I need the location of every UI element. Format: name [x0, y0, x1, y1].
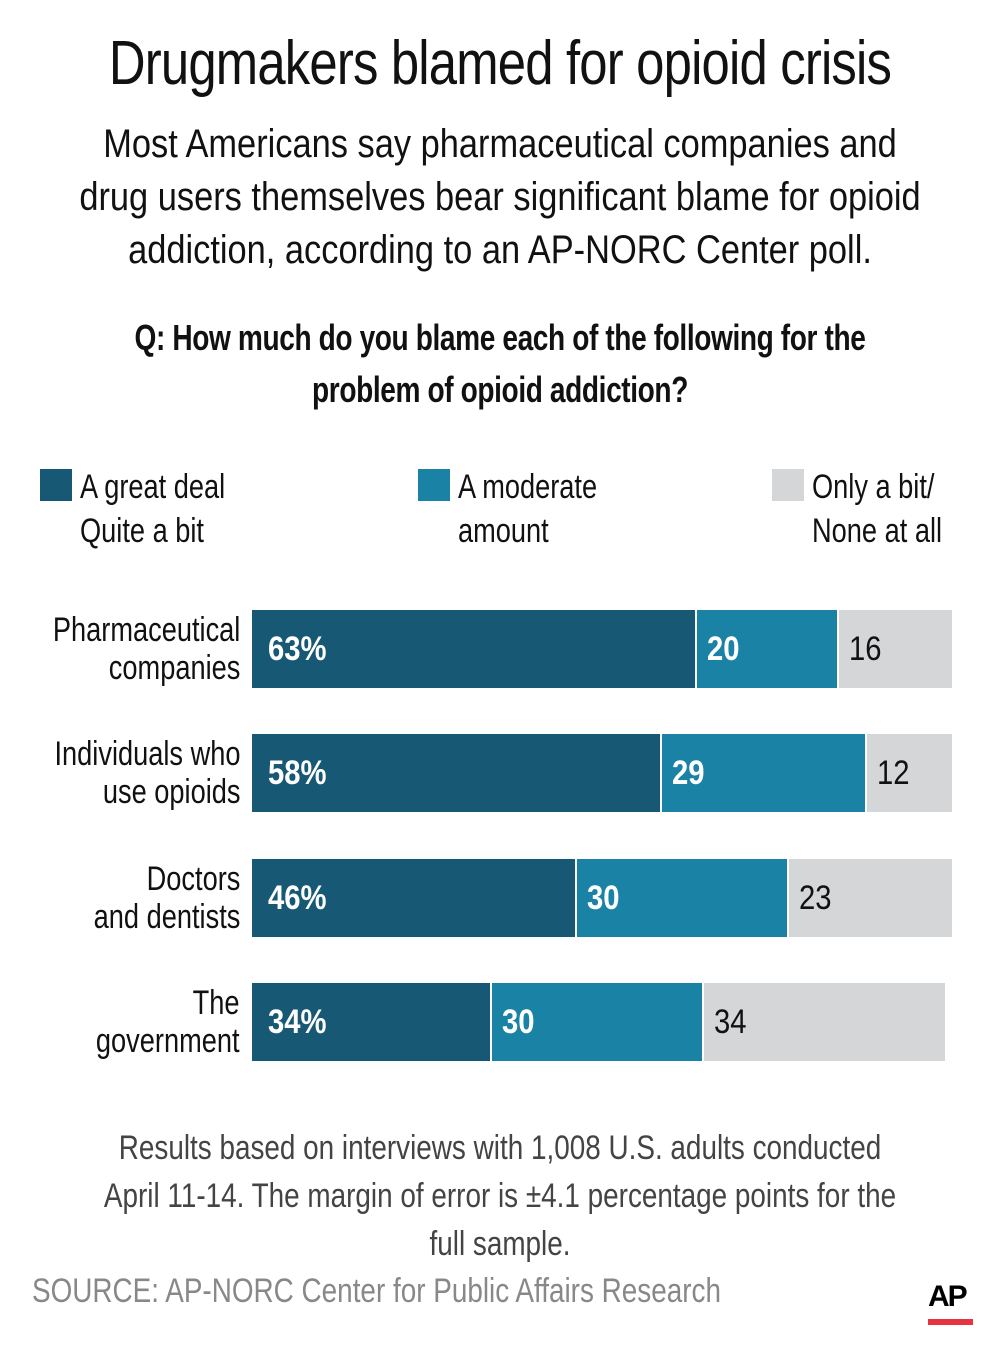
- bar-segment: [867, 734, 952, 812]
- data-label: 63%: [268, 630, 327, 668]
- bar-segment: [252, 983, 491, 1061]
- data-label: 20: [707, 630, 740, 668]
- survey-question: Q: How much do you blame each of the fol…: [134, 317, 866, 410]
- data-label: 30: [502, 1003, 535, 1041]
- ap-logo-underline: [928, 1319, 973, 1325]
- data-label: 30: [587, 879, 620, 917]
- data-label: 16: [848, 630, 882, 668]
- bar-segment: [252, 734, 661, 812]
- category-label: Individuals who use opioids: [54, 735, 240, 811]
- ap-logo: AP: [928, 1280, 968, 1313]
- category-label: Pharmaceutical companies: [52, 611, 240, 687]
- data-label: 34%: [268, 1003, 327, 1041]
- methodology-note: Results based on interviews with 1,008 U…: [103, 1129, 897, 1263]
- legend-label: Only a bit/ None at all: [812, 468, 943, 550]
- legend-swatch: [772, 469, 804, 501]
- legend-swatch: [418, 469, 450, 501]
- legend-item: Only a bit/ None at all: [772, 465, 975, 553]
- data-label: 46%: [268, 879, 327, 917]
- bar-segment: [577, 859, 788, 937]
- data-label: 58%: [268, 754, 327, 792]
- category-label: The government: [96, 984, 240, 1060]
- legend-label: A great deal Quite a bit: [80, 468, 226, 550]
- legend-item: A great deal Quite a bit: [40, 465, 261, 553]
- legend-item: A moderate amount: [418, 465, 632, 553]
- bar-segment: [697, 610, 837, 688]
- chart-subtitle: Most Americans say pharmaceutical compan…: [79, 122, 921, 272]
- category-label: Doctors and dentists: [93, 860, 240, 936]
- bar-segment: [789, 859, 952, 937]
- bar-segment: [252, 859, 576, 937]
- bar-segment: [838, 610, 952, 688]
- legend-swatch: [40, 469, 72, 501]
- data-label: 23: [799, 879, 832, 917]
- data-label: 29: [672, 754, 705, 792]
- data-label: 34: [714, 1003, 748, 1041]
- legend-label: A moderate amount: [458, 468, 598, 550]
- bar-segment: [704, 983, 945, 1061]
- data-label: 12: [877, 754, 910, 792]
- bar-segment: [252, 610, 696, 688]
- source-credit: SOURCE: AP-NORC Center for Public Affair…: [32, 1272, 721, 1310]
- bar-segment: [662, 734, 866, 812]
- bar-segment: [492, 983, 703, 1061]
- chart-title: Drugmakers blamed for opioid crisis: [108, 29, 892, 98]
